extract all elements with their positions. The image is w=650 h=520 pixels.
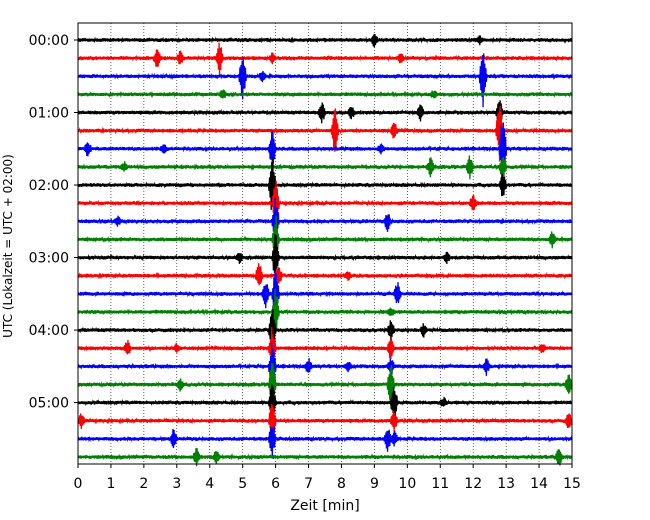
trace-0500 bbox=[77, 383, 573, 430]
y-tick-label: 03:00 bbox=[29, 251, 69, 267]
x-tick-label: 12 bbox=[464, 476, 482, 492]
y-tick-label: 01:00 bbox=[29, 106, 69, 122]
x-tick-label: 4 bbox=[205, 476, 214, 492]
y-axis: 00:00 01:00 02:00 03:00 04:00 05:00 bbox=[29, 33, 78, 412]
trace-0430 bbox=[77, 342, 573, 384]
trace-0130 bbox=[77, 122, 573, 187]
x-axis: 0 1 2 3 4 5 6 7 8 9 10 11 12 13 14 15 bbox=[74, 464, 581, 492]
x-tick-label: 9 bbox=[370, 476, 379, 492]
x-tick-label: 5 bbox=[238, 476, 247, 492]
x-tick-label: 6 bbox=[271, 476, 280, 492]
x-tick-label: 15 bbox=[563, 476, 581, 492]
trace-0030 bbox=[77, 53, 573, 108]
trace-0215 bbox=[77, 180, 573, 221]
x-tick-label: 0 bbox=[74, 476, 83, 492]
trace-0545 bbox=[77, 447, 573, 467]
trace-0045 bbox=[77, 89, 573, 99]
x-tick-label: 7 bbox=[304, 476, 313, 492]
trace-0015 bbox=[77, 42, 573, 76]
x-tick-label: 1 bbox=[106, 476, 115, 492]
trace-0230 bbox=[77, 197, 573, 244]
trace-0200 bbox=[77, 157, 573, 213]
x-tick-label: 11 bbox=[431, 476, 449, 492]
x-tick-label: 2 bbox=[139, 476, 148, 492]
trace-0000 bbox=[77, 34, 573, 48]
trace-0515 bbox=[77, 403, 573, 442]
y-tick-label: 02:00 bbox=[29, 178, 69, 194]
plot-frame bbox=[77, 22, 573, 465]
x-tick-label: 8 bbox=[337, 476, 346, 492]
trace-0145 bbox=[77, 155, 573, 180]
x-tick-label: 3 bbox=[172, 476, 181, 492]
trace-0345 bbox=[77, 289, 573, 331]
plot-background bbox=[78, 23, 572, 464]
y-tick-label: 00:00 bbox=[29, 33, 69, 49]
trace-0415 bbox=[77, 326, 573, 369]
trace-0115 bbox=[77, 106, 573, 162]
trace-0100 bbox=[77, 100, 573, 124]
trace-0530 bbox=[77, 425, 573, 459]
x-tick-label: 13 bbox=[497, 476, 515, 492]
trace-0445 bbox=[77, 362, 573, 410]
y-axis-label: UTC (Lokalzeit = UTC + 02:00) bbox=[1, 154, 15, 338]
x-axis-label: Zeit [min] bbox=[290, 498, 359, 514]
x-tick-label: 10 bbox=[398, 476, 416, 492]
y-tick-label: 05:00 bbox=[29, 396, 69, 412]
x-tick-label: 14 bbox=[530, 476, 548, 492]
traces-layer bbox=[77, 34, 573, 467]
trace-0315 bbox=[77, 263, 573, 286]
trace-0400 bbox=[77, 309, 573, 357]
y-tick-label: 04:00 bbox=[29, 323, 69, 339]
trace-0300 bbox=[77, 234, 573, 276]
trace-0245 bbox=[77, 215, 573, 266]
trace-0330 bbox=[77, 270, 573, 311]
